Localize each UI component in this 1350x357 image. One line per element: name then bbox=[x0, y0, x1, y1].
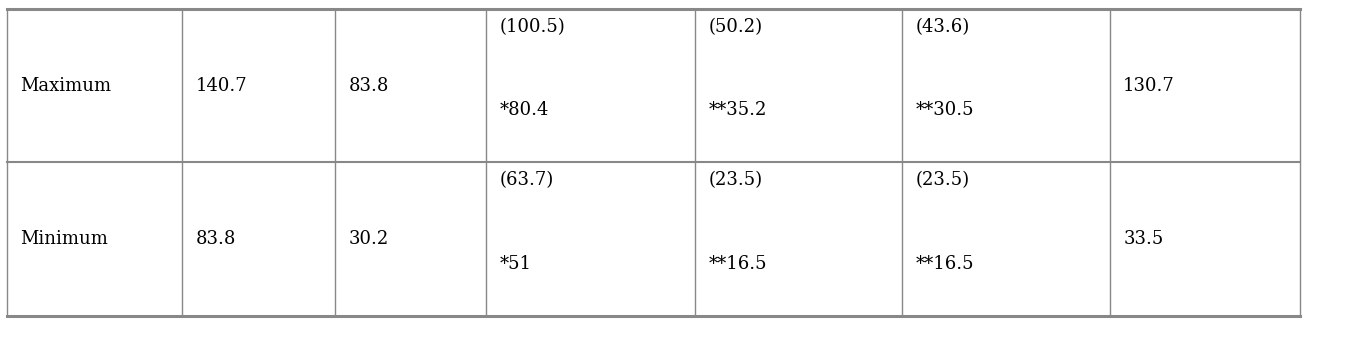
Text: (63.7): (63.7) bbox=[500, 171, 554, 189]
Text: **16.5: **16.5 bbox=[709, 255, 767, 273]
Text: 83.8: 83.8 bbox=[196, 230, 236, 248]
Text: *51: *51 bbox=[500, 255, 532, 273]
Text: **16.5: **16.5 bbox=[915, 255, 973, 273]
Text: (100.5): (100.5) bbox=[500, 18, 566, 36]
Text: **30.5: **30.5 bbox=[915, 101, 973, 120]
Text: Minimum: Minimum bbox=[20, 230, 108, 248]
Text: (23.5): (23.5) bbox=[709, 171, 763, 189]
Text: *80.4: *80.4 bbox=[500, 101, 549, 120]
Text: 30.2: 30.2 bbox=[348, 230, 389, 248]
Text: 130.7: 130.7 bbox=[1123, 77, 1174, 95]
Text: Maximum: Maximum bbox=[20, 77, 111, 95]
Text: (23.5): (23.5) bbox=[915, 171, 969, 189]
Text: (50.2): (50.2) bbox=[709, 18, 763, 36]
Text: (43.6): (43.6) bbox=[915, 18, 969, 36]
Text: **35.2: **35.2 bbox=[709, 101, 767, 120]
Text: 83.8: 83.8 bbox=[348, 77, 389, 95]
Text: 140.7: 140.7 bbox=[196, 77, 247, 95]
Text: 33.5: 33.5 bbox=[1123, 230, 1164, 248]
